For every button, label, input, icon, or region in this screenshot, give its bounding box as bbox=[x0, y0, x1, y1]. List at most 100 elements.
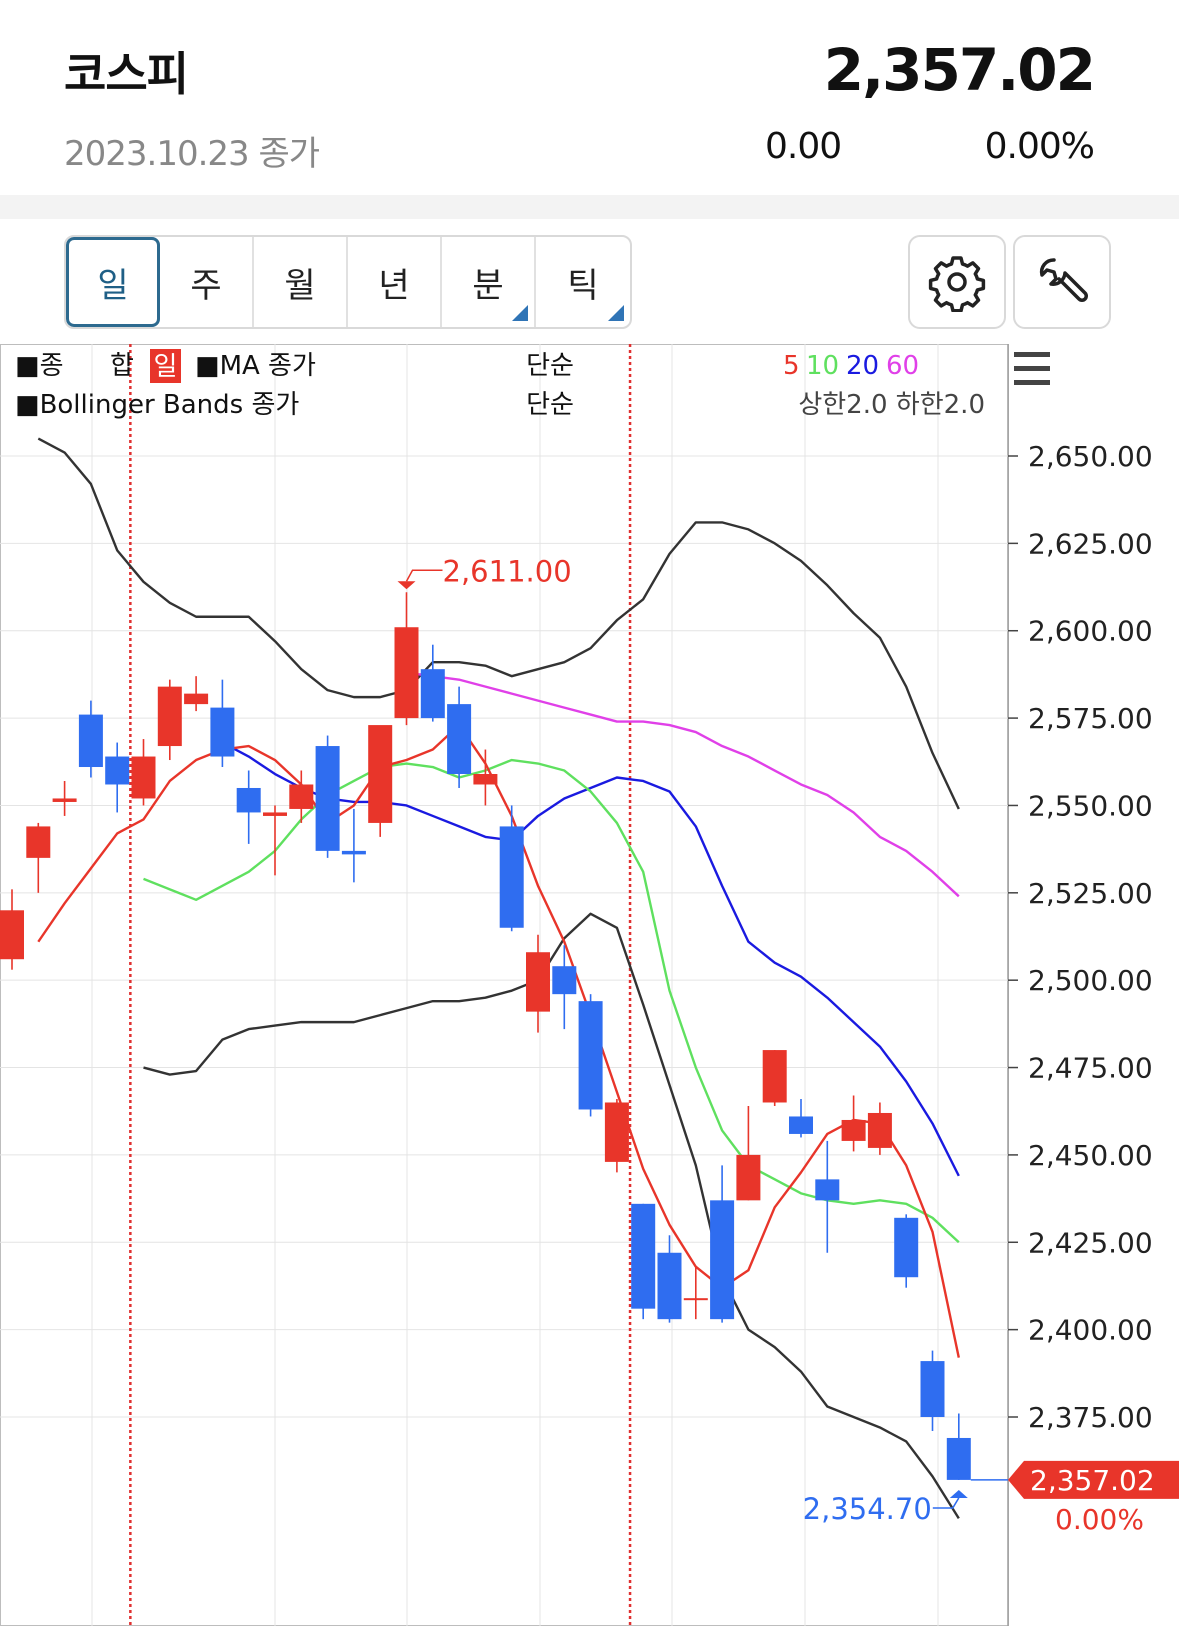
candle-body bbox=[184, 693, 209, 705]
y-axis-label: 2,375.00 bbox=[1028, 1401, 1153, 1434]
candle bbox=[447, 686, 472, 788]
candle-body bbox=[894, 1217, 919, 1278]
candle bbox=[499, 805, 524, 932]
candle-body bbox=[447, 704, 472, 775]
y-axis-label: 2,575.00 bbox=[1028, 702, 1153, 735]
candle bbox=[710, 1165, 735, 1323]
candle bbox=[263, 805, 287, 876]
candle-body bbox=[578, 1001, 603, 1110]
legend-chart-type-suffix: 합 bbox=[110, 351, 134, 381]
period-tab-1[interactable]: 주 bbox=[160, 237, 254, 327]
candle bbox=[894, 1214, 919, 1288]
candle-body bbox=[867, 1112, 892, 1148]
candle bbox=[762, 1050, 787, 1106]
legend-bb-type: 단순 bbox=[526, 390, 574, 420]
legend-ma-period: 60 bbox=[886, 351, 919, 381]
candle-body bbox=[762, 1050, 787, 1103]
candle-body bbox=[736, 1154, 761, 1201]
candle bbox=[657, 1235, 682, 1323]
candle bbox=[841, 1095, 866, 1152]
hamburger-icon[interactable] bbox=[1014, 352, 1050, 385]
ma10-line bbox=[143, 758, 960, 1244]
candle-body bbox=[78, 714, 103, 768]
settings-button[interactable] bbox=[908, 235, 1006, 329]
legend-bb-label: ■Bollinger Bands 종가 bbox=[15, 390, 299, 420]
current-price-tag-label: 2,357.02 bbox=[1030, 1464, 1155, 1497]
candle-body bbox=[552, 966, 577, 995]
y-axis-label: 2,600.00 bbox=[1028, 615, 1153, 648]
candle bbox=[157, 679, 182, 761]
candle bbox=[368, 725, 393, 837]
candle bbox=[131, 739, 156, 806]
low-marker-leader bbox=[932, 1497, 960, 1509]
current-price-tag bbox=[1008, 1460, 1179, 1499]
legend-ma-period: 20 bbox=[846, 351, 879, 381]
candle bbox=[473, 749, 498, 806]
candle bbox=[604, 1098, 629, 1173]
price-change-percent: 0.00% bbox=[984, 126, 1095, 167]
bollinger-lower-line bbox=[143, 912, 960, 1519]
period-tab-label: 년 bbox=[378, 265, 410, 306]
close-date-label: 2023.10.23 종가 bbox=[64, 134, 320, 174]
candle-body bbox=[131, 756, 156, 799]
candle bbox=[26, 822, 51, 893]
candle-body bbox=[289, 784, 314, 809]
period-tab-4[interactable]: 분 bbox=[442, 237, 536, 327]
candle bbox=[736, 1105, 761, 1201]
period-tab-2[interactable]: 월 bbox=[254, 237, 348, 327]
legend-ma-period: 5 bbox=[783, 351, 800, 381]
candle-body bbox=[920, 1361, 945, 1417]
candle-body bbox=[631, 1203, 656, 1309]
candle-body bbox=[0, 910, 24, 960]
price-change: 0.00 bbox=[765, 126, 842, 167]
candle bbox=[552, 945, 577, 1030]
candle bbox=[867, 1102, 892, 1155]
gear-icon bbox=[928, 256, 986, 312]
low-marker-icon bbox=[949, 1489, 968, 1498]
candle-body bbox=[683, 1298, 708, 1301]
y-axis-label: 2,500.00 bbox=[1028, 964, 1153, 997]
y-axis-label: 2,450.00 bbox=[1028, 1139, 1153, 1172]
submenu-corner-icon bbox=[608, 305, 624, 321]
ma5-line bbox=[37, 723, 960, 1358]
legend-bb-params: 상한2.0 하한2.0 bbox=[798, 390, 985, 420]
candle-body bbox=[789, 1116, 813, 1134]
stock-chart[interactable]: 2,611.00 2,354.70 2,650.00 2,625.00 2,600.0… bbox=[0, 344, 1179, 1626]
candle-body bbox=[420, 669, 445, 719]
current-change-label: 0.00% bbox=[1055, 1503, 1144, 1536]
hamburger-bar bbox=[1014, 352, 1050, 357]
candle-body bbox=[341, 850, 366, 855]
candle-body bbox=[210, 707, 235, 757]
candle bbox=[184, 676, 209, 712]
candle-body bbox=[394, 627, 419, 719]
legend-chart-type: ■종 bbox=[15, 351, 64, 381]
candle bbox=[420, 644, 445, 722]
candle bbox=[394, 592, 419, 726]
period-tab-0[interactable]: 일 bbox=[66, 237, 160, 327]
candlestick-chart[interactable]: 2,611.00 2,354.70 2,650.00 2,625.00 2,600.0… bbox=[0, 344, 1179, 1626]
period-tab-label: 일 bbox=[97, 265, 129, 306]
high-marker-leader bbox=[405, 569, 443, 582]
index-name: 코스피 bbox=[64, 47, 189, 101]
legend-ma-label: ■MA 종가 bbox=[195, 351, 316, 381]
candle bbox=[78, 700, 103, 778]
period-tab-label: 주 bbox=[190, 265, 222, 306]
candle-body bbox=[157, 686, 182, 747]
candle-body bbox=[473, 774, 498, 785]
y-axis-label: 2,550.00 bbox=[1028, 789, 1153, 822]
candle-body bbox=[263, 812, 287, 816]
wrench-icon bbox=[1039, 258, 1088, 302]
candle bbox=[236, 770, 261, 844]
candle-body bbox=[26, 826, 51, 858]
drawing-tools-button[interactable] bbox=[1013, 235, 1111, 329]
candle bbox=[210, 679, 235, 768]
submenu-corner-icon bbox=[512, 305, 528, 321]
period-tab-3[interactable]: 년 bbox=[348, 237, 442, 327]
candle bbox=[315, 735, 340, 858]
period-tab-label: 월 bbox=[284, 265, 316, 306]
period-tab-5[interactable]: 틱 bbox=[536, 237, 630, 327]
candle bbox=[815, 1140, 840, 1253]
candle bbox=[631, 1203, 656, 1320]
candle-body bbox=[52, 798, 77, 802]
